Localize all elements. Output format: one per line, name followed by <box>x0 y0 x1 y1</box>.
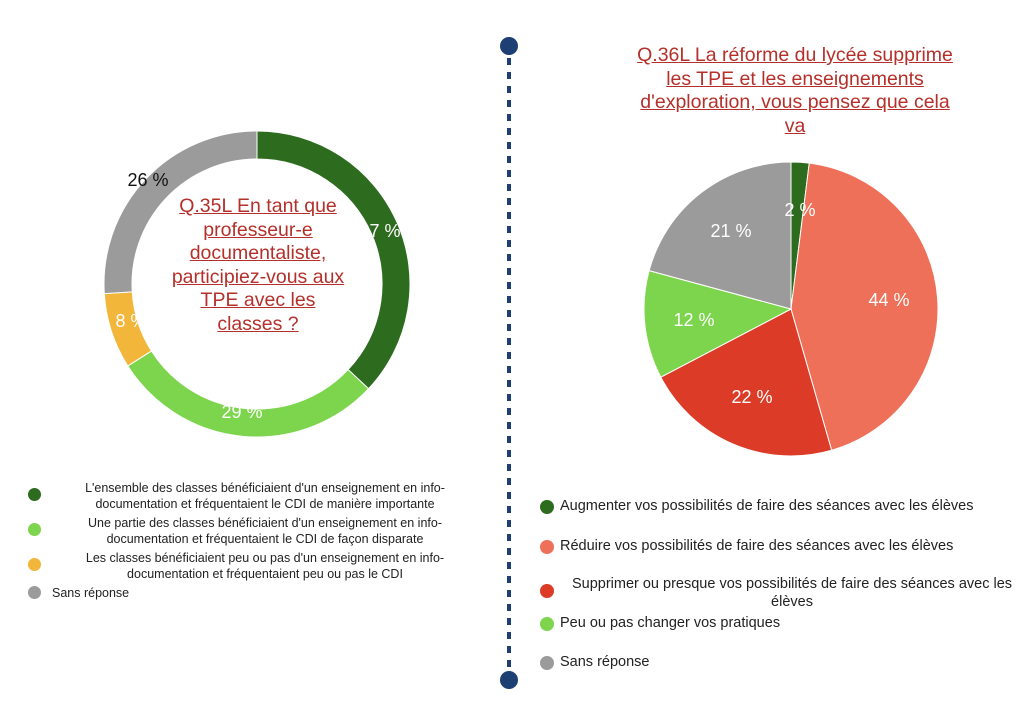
donut-legend-label: Une partie des classes bénéficiaient d'u… <box>88 516 442 546</box>
pie-chart-title: Q.36L La réforme du lycée supprime les T… <box>637 44 953 137</box>
pie-legend-item: Sans réponse <box>536 653 1024 671</box>
pie-legend-item: Peu ou pas changer vos pratiques <box>536 614 1024 632</box>
donut-center-title: Q.35L En tant que professeur-e documenta… <box>171 195 345 335</box>
divider-top-dot <box>500 37 518 55</box>
donut-legend-item: Les classes bénéficiaient peu ou pas d'u… <box>28 550 478 582</box>
donut-legend-item: Une partie des classes bénéficiaient d'u… <box>28 515 478 547</box>
legend-swatch-gray <box>540 656 554 670</box>
donut-legend-label: Sans réponse <box>52 586 130 600</box>
legend-swatch-light-green <box>28 523 41 536</box>
pie-slice <box>648 161 792 310</box>
pie-slice <box>660 308 833 457</box>
legend-swatch-salmon <box>540 540 554 554</box>
pie-chart-q36l: 2 % 44 % 22 % 12 % 21 % <box>643 161 939 457</box>
legend-swatch-light-green <box>540 617 554 631</box>
vertical-dashed-divider <box>500 37 518 689</box>
pie-legend-item: Supprimer ou presque vos possibilités de… <box>536 575 1024 611</box>
pie-data-label: 22 % <box>731 387 772 407</box>
pie-legend-label: Augmenter vos possibilités de faire des … <box>560 498 974 514</box>
pie-legend-item: Réduire vos possibilités de faire des sé… <box>536 537 1024 555</box>
pie-legend-label: Sans réponse <box>560 654 650 670</box>
pie-data-label: 2 % <box>784 200 815 220</box>
legend-swatch-dark-green <box>540 500 554 514</box>
divider-bottom-dot <box>500 671 518 689</box>
pie-data-label: 12 % <box>673 310 714 330</box>
pie-data-label: 44 % <box>868 290 909 310</box>
donut-data-label: 37 % <box>359 221 400 241</box>
donut-segment <box>127 350 370 438</box>
legend-swatch-gray <box>28 586 41 599</box>
pie-legend-label: Peu ou pas changer vos pratiques <box>560 615 781 631</box>
legend-swatch-yellow <box>28 558 41 571</box>
donut-legend-item: L'ensemble des classes bénéficiaient d'u… <box>28 480 478 512</box>
donut-data-label: 26 % <box>127 170 168 190</box>
donut-segment <box>103 130 258 295</box>
pie-slice <box>790 162 939 451</box>
donut-data-label: 29 % <box>221 402 262 422</box>
donut-legend-label: Les classes bénéficiaient peu ou pas d'u… <box>85 551 445 581</box>
pie-data-label: 21 % <box>710 221 751 241</box>
donut-legend-label: L'ensemble des classes bénéficiaient d'u… <box>85 481 445 511</box>
legend-swatch-red <box>540 584 554 598</box>
donut-data-label: 8 % <box>115 311 146 331</box>
pie-legend-label: Réduire vos possibilités de faire des sé… <box>560 538 954 554</box>
pie-slice <box>643 269 793 378</box>
donut-legend: L'ensemble des classes bénéficiaient d'u… <box>28 480 478 601</box>
donut-legend-item: Sans réponse <box>28 585 478 601</box>
pie-legend-label: Supprimer ou presque vos possibilités de… <box>571 576 1013 610</box>
legend-swatch-dark-green <box>28 488 41 501</box>
donut-chart-q35l: 37 % 29 % 8 % 26 % <box>103 130 411 438</box>
pie-legend-item: Augmenter vos possibilités de faire des … <box>536 497 1024 515</box>
